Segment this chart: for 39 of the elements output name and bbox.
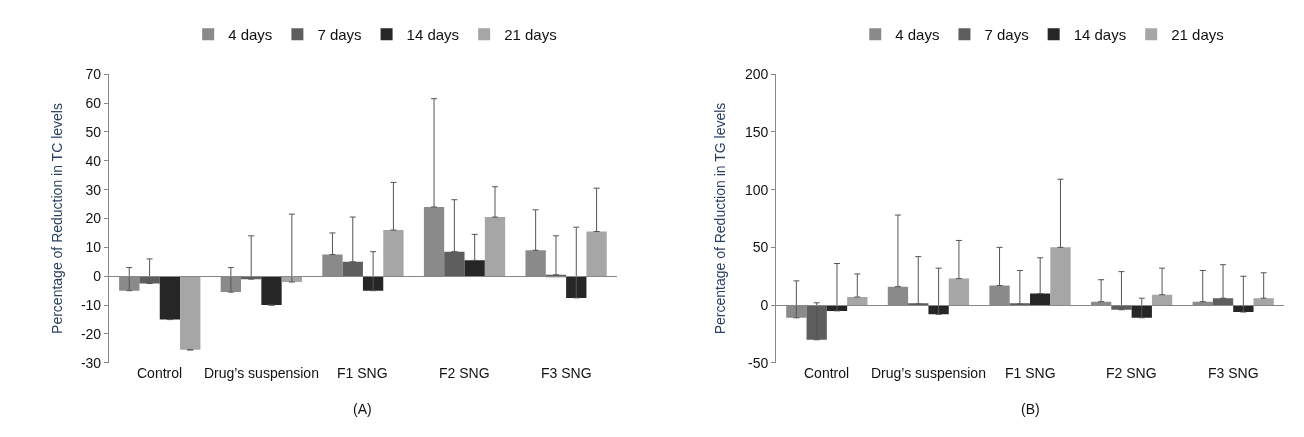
x-tick-label: F1 SNG	[337, 365, 388, 381]
legend-label: 14 days	[1073, 26, 1127, 44]
legend-label: 4 days	[895, 26, 940, 44]
x-tick-label: F2 SNG	[439, 365, 490, 381]
legend-label: 7 days	[984, 26, 1029, 44]
y-tick-label: 50	[85, 123, 102, 140]
x-tick-label: F3 SNG	[541, 365, 592, 381]
y-tick-label: -20	[80, 325, 102, 342]
legend-label: 7 days	[317, 26, 362, 44]
y-tick-label: 30	[85, 181, 102, 198]
y-tick-label: 10	[85, 239, 102, 256]
y-tick-label: 60	[85, 94, 102, 111]
x-tick-label: F2 SNG	[1106, 365, 1157, 381]
x-tick-label: Control	[804, 365, 850, 381]
y-tick-label: -30	[80, 354, 102, 371]
y-axis-title: Percentage of Reduction in TC levels	[48, 103, 65, 334]
y-tick-label: 150	[744, 123, 769, 140]
legend-label: 14 days	[406, 26, 460, 44]
y-tick-label: 20	[85, 210, 102, 227]
x-tick-label: F1 SNG	[1005, 365, 1056, 381]
y-tick-label: 40	[85, 152, 102, 169]
y-axis-title: Percentage of Reduction in TG levels	[712, 102, 729, 335]
y-tick-label: 0	[760, 297, 769, 314]
text: (A)	[353, 401, 372, 417]
x-tick-label: Drug’s suspension	[204, 365, 319, 381]
y-tick-label: 200	[744, 66, 769, 83]
y-tick-label: 0	[93, 268, 102, 285]
y-tick-label: 100	[744, 181, 769, 198]
x-tick-label: Control	[137, 365, 183, 381]
x-tick-label: F3 SNG	[1208, 365, 1259, 381]
text: (B)	[1021, 401, 1040, 417]
legend-label: 4 days	[228, 26, 273, 44]
y-tick-label: 70	[85, 66, 102, 83]
legend-label: 21 days	[504, 26, 557, 44]
y-tick-label: -50	[748, 354, 769, 371]
y-tick-label: -10	[80, 297, 102, 314]
legend-label: 21 days	[1171, 26, 1224, 44]
x-tick-label: Drug’s suspension	[871, 365, 986, 381]
y-tick-label: 50	[752, 239, 769, 256]
